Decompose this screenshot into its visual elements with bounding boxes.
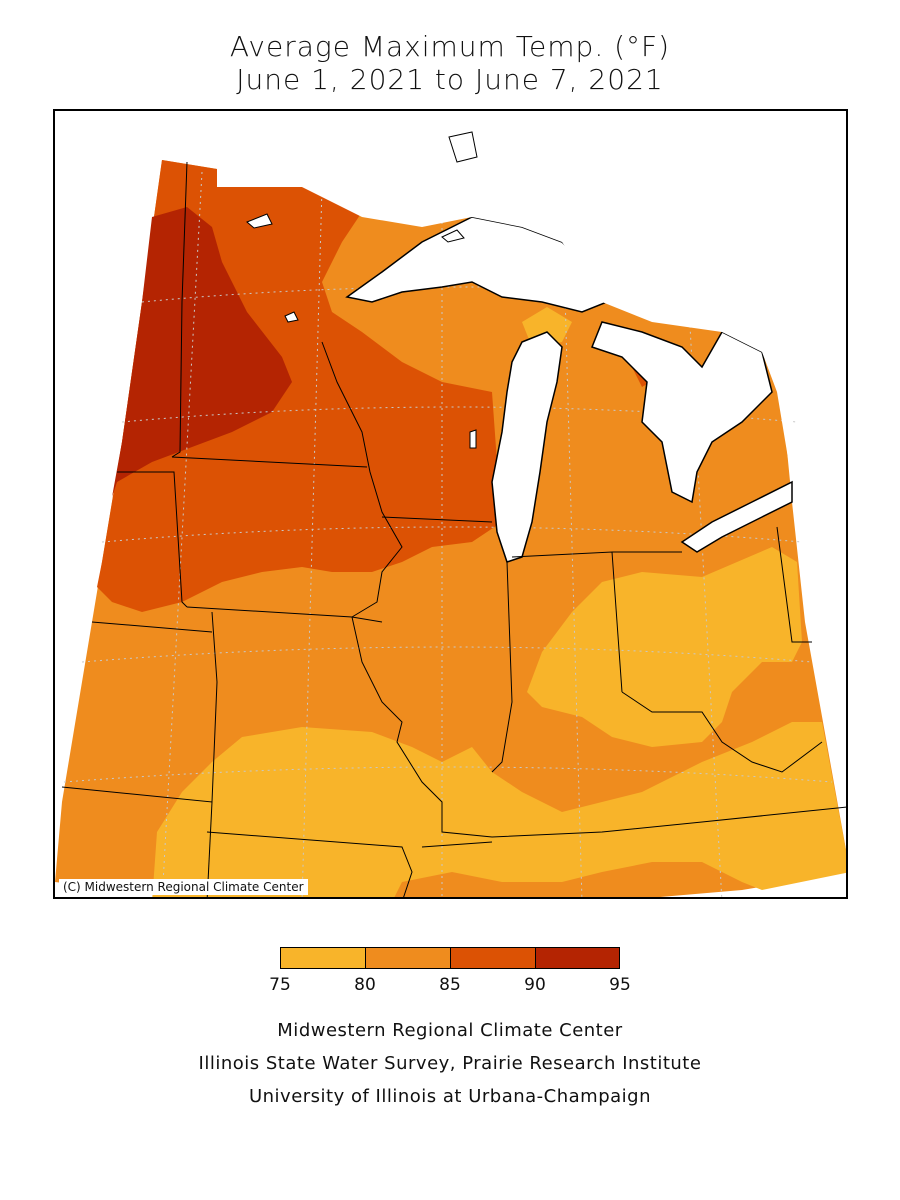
- temp-zone-75-80-south: [152, 722, 846, 897]
- legend-tick-label: 85: [439, 975, 461, 995]
- map-title: Average Maximum Temp. (°F): [229, 30, 671, 63]
- lake-erie: [680, 480, 793, 553]
- temp-zone-90-95: [112, 207, 292, 497]
- canada-area: [217, 112, 792, 482]
- temp-zone-75-80-indiana-ohio: [527, 547, 802, 747]
- color-legend: [280, 947, 620, 971]
- legend-swatch-90-95: [535, 947, 620, 969]
- state-boundaries: [61, 161, 846, 897]
- credit-line-2: Illinois State Water Survey, Prairie Res…: [198, 1053, 702, 1074]
- map-date-range: June 1, 2021 to June 7, 2021: [236, 63, 664, 96]
- islands: [246, 131, 478, 449]
- temperature-map: (C) Midwestern Regional Climate Center: [53, 109, 848, 899]
- legend-tick-label: 95: [609, 975, 631, 995]
- legend-tick-label: 90: [524, 975, 546, 995]
- legend-swatch-85-90: [450, 947, 536, 969]
- legend-tick-label: 80: [354, 975, 376, 995]
- legend-swatch-75-80: [280, 947, 366, 969]
- copyright-notice: (C) Midwestern Regional Climate Center: [59, 879, 308, 895]
- lake-huron: [591, 321, 773, 504]
- legend-tick-label: 75: [269, 975, 291, 995]
- credit-line-1: Midwestern Regional Climate Center: [277, 1020, 623, 1041]
- credit-line-3: University of Illinois at Urbana-Champai…: [248, 1086, 652, 1107]
- lake-superior: [345, 216, 609, 313]
- legend-swatch-80-85: [365, 947, 451, 969]
- map-canvas: [55, 112, 846, 897]
- great-lakes: [345, 216, 793, 563]
